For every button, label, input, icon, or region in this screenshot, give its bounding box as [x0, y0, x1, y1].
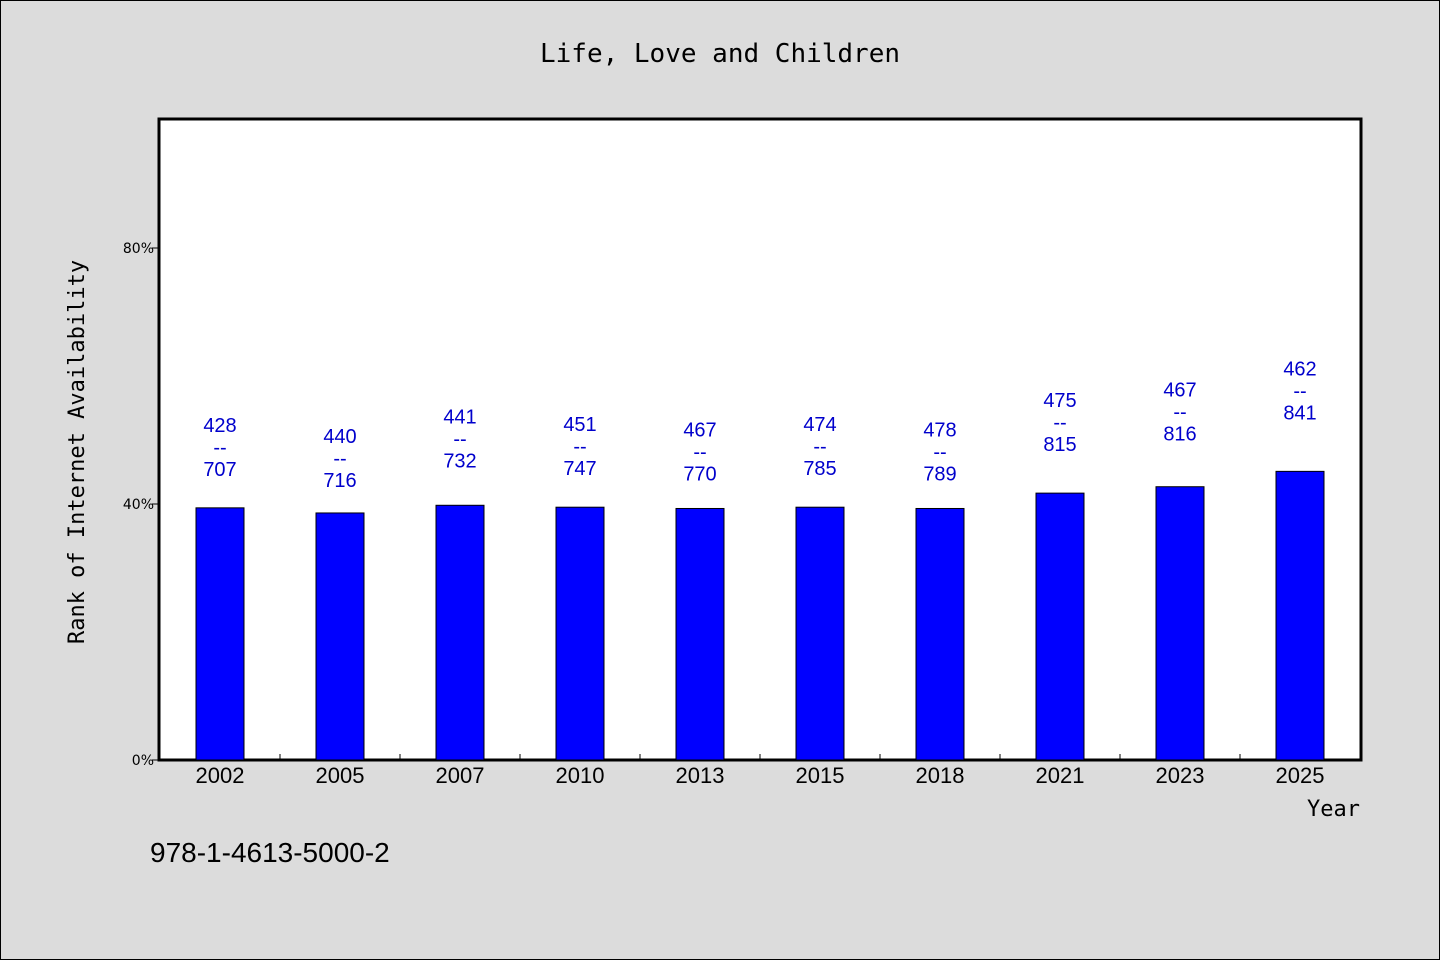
- bar-label-bottom-2013: 770: [683, 463, 716, 485]
- bar-2002: [195, 507, 245, 761]
- x-tick-label-2007: 2007: [436, 763, 485, 788]
- bar-label-separator-2021: --: [1053, 412, 1066, 434]
- bar-label-separator-2023: --: [1173, 402, 1186, 424]
- bar-label-bottom-2002: 707: [203, 459, 236, 481]
- bar-label-top-2013: 467: [683, 419, 716, 441]
- bar-label-top-2007: 441: [443, 406, 476, 428]
- bar-label-top-2021: 475: [1043, 390, 1076, 412]
- x-tick-label-2021: 2021: [1036, 763, 1085, 788]
- x-axis-title: Year: [1307, 797, 1360, 822]
- bar-label-top-2023: 467: [1163, 380, 1196, 402]
- bar-label-separator-2025: --: [1293, 380, 1306, 402]
- footnote-isbn: 978-1-4613-5000-2: [150, 837, 390, 868]
- bar-label-separator-2007: --: [453, 428, 466, 450]
- bar-2010: [555, 506, 605, 761]
- bar-label-bottom-2025: 841: [1283, 402, 1316, 424]
- bar-label-separator-2015: --: [813, 436, 826, 458]
- bar-label-bottom-2010: 747: [563, 458, 596, 480]
- x-tick-label-2015: 2015: [796, 763, 845, 788]
- x-tick-label-2010: 2010: [556, 763, 605, 788]
- bar-2021: [1035, 492, 1085, 761]
- x-tick-label-2013: 2013: [676, 763, 725, 788]
- bar-label-top-2010: 451: [563, 414, 596, 436]
- bar-label-bottom-2023: 816: [1163, 424, 1196, 446]
- bar-label-separator-2005: --: [333, 448, 346, 470]
- y-tick-label-40: 40%: [123, 497, 154, 513]
- x-tick-label-2002: 2002: [196, 763, 245, 788]
- bar-label-separator-2010: --: [573, 436, 586, 458]
- bar-2023: [1155, 486, 1205, 761]
- bar-label-separator-2002: --: [213, 437, 226, 459]
- bar-2018: [915, 507, 965, 761]
- bar-label-top-2015: 474: [803, 414, 836, 436]
- x-tick-label-2018: 2018: [916, 763, 965, 788]
- bar-2005: [315, 512, 365, 761]
- bar-label-separator-2013: --: [693, 441, 706, 463]
- y-axis-title: Rank of Internet Availability: [65, 260, 90, 644]
- bar-label-separator-2018: --: [933, 441, 946, 463]
- bar-label-bottom-2007: 732: [443, 450, 476, 472]
- bar-label-bottom-2015: 785: [803, 458, 836, 480]
- x-tick-label-2005: 2005: [316, 763, 365, 788]
- bar-2007: [435, 504, 485, 761]
- bar-label-top-2005: 440: [323, 426, 356, 448]
- bar-label-top-2025: 462: [1283, 358, 1316, 380]
- bar-2025: [1275, 470, 1325, 761]
- y-tick-label-80: 80%: [123, 241, 154, 257]
- bar-label-top-2018: 478: [923, 419, 956, 441]
- bar-label-bottom-2005: 716: [323, 470, 356, 492]
- bar-label-top-2002: 428: [203, 415, 236, 437]
- y-tick-label-0: 0%: [132, 753, 154, 769]
- bar-label-bottom-2018: 789: [923, 463, 956, 485]
- x-tick-label-2023: 2023: [1156, 763, 1205, 788]
- bar-2013: [675, 507, 725, 761]
- bar-label-bottom-2021: 815: [1043, 434, 1076, 456]
- bar-2015: [795, 506, 845, 761]
- x-tick-label-2025: 2025: [1276, 763, 1325, 788]
- chart-title: Life, Love and Children: [540, 39, 900, 69]
